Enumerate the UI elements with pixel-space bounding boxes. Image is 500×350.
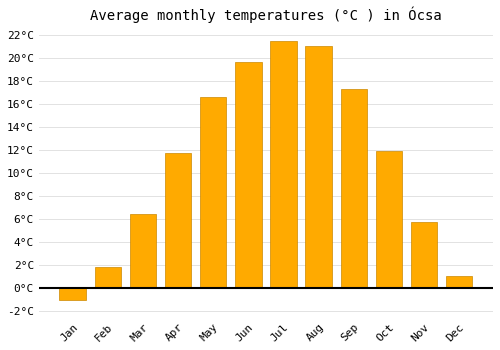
Bar [130, 214, 156, 288]
Bar [200, 97, 226, 288]
Bar [60, 288, 86, 300]
Bar [306, 46, 332, 288]
Bar [376, 151, 402, 288]
Bar [446, 276, 472, 288]
Bar [411, 222, 438, 288]
Title: Average monthly temperatures (°C ) in Ócsa: Average monthly temperatures (°C ) in Óc… [90, 7, 442, 23]
Bar [235, 62, 262, 288]
Bar [165, 153, 191, 288]
Bar [270, 41, 296, 288]
Bar [340, 89, 367, 288]
Bar [94, 267, 121, 288]
